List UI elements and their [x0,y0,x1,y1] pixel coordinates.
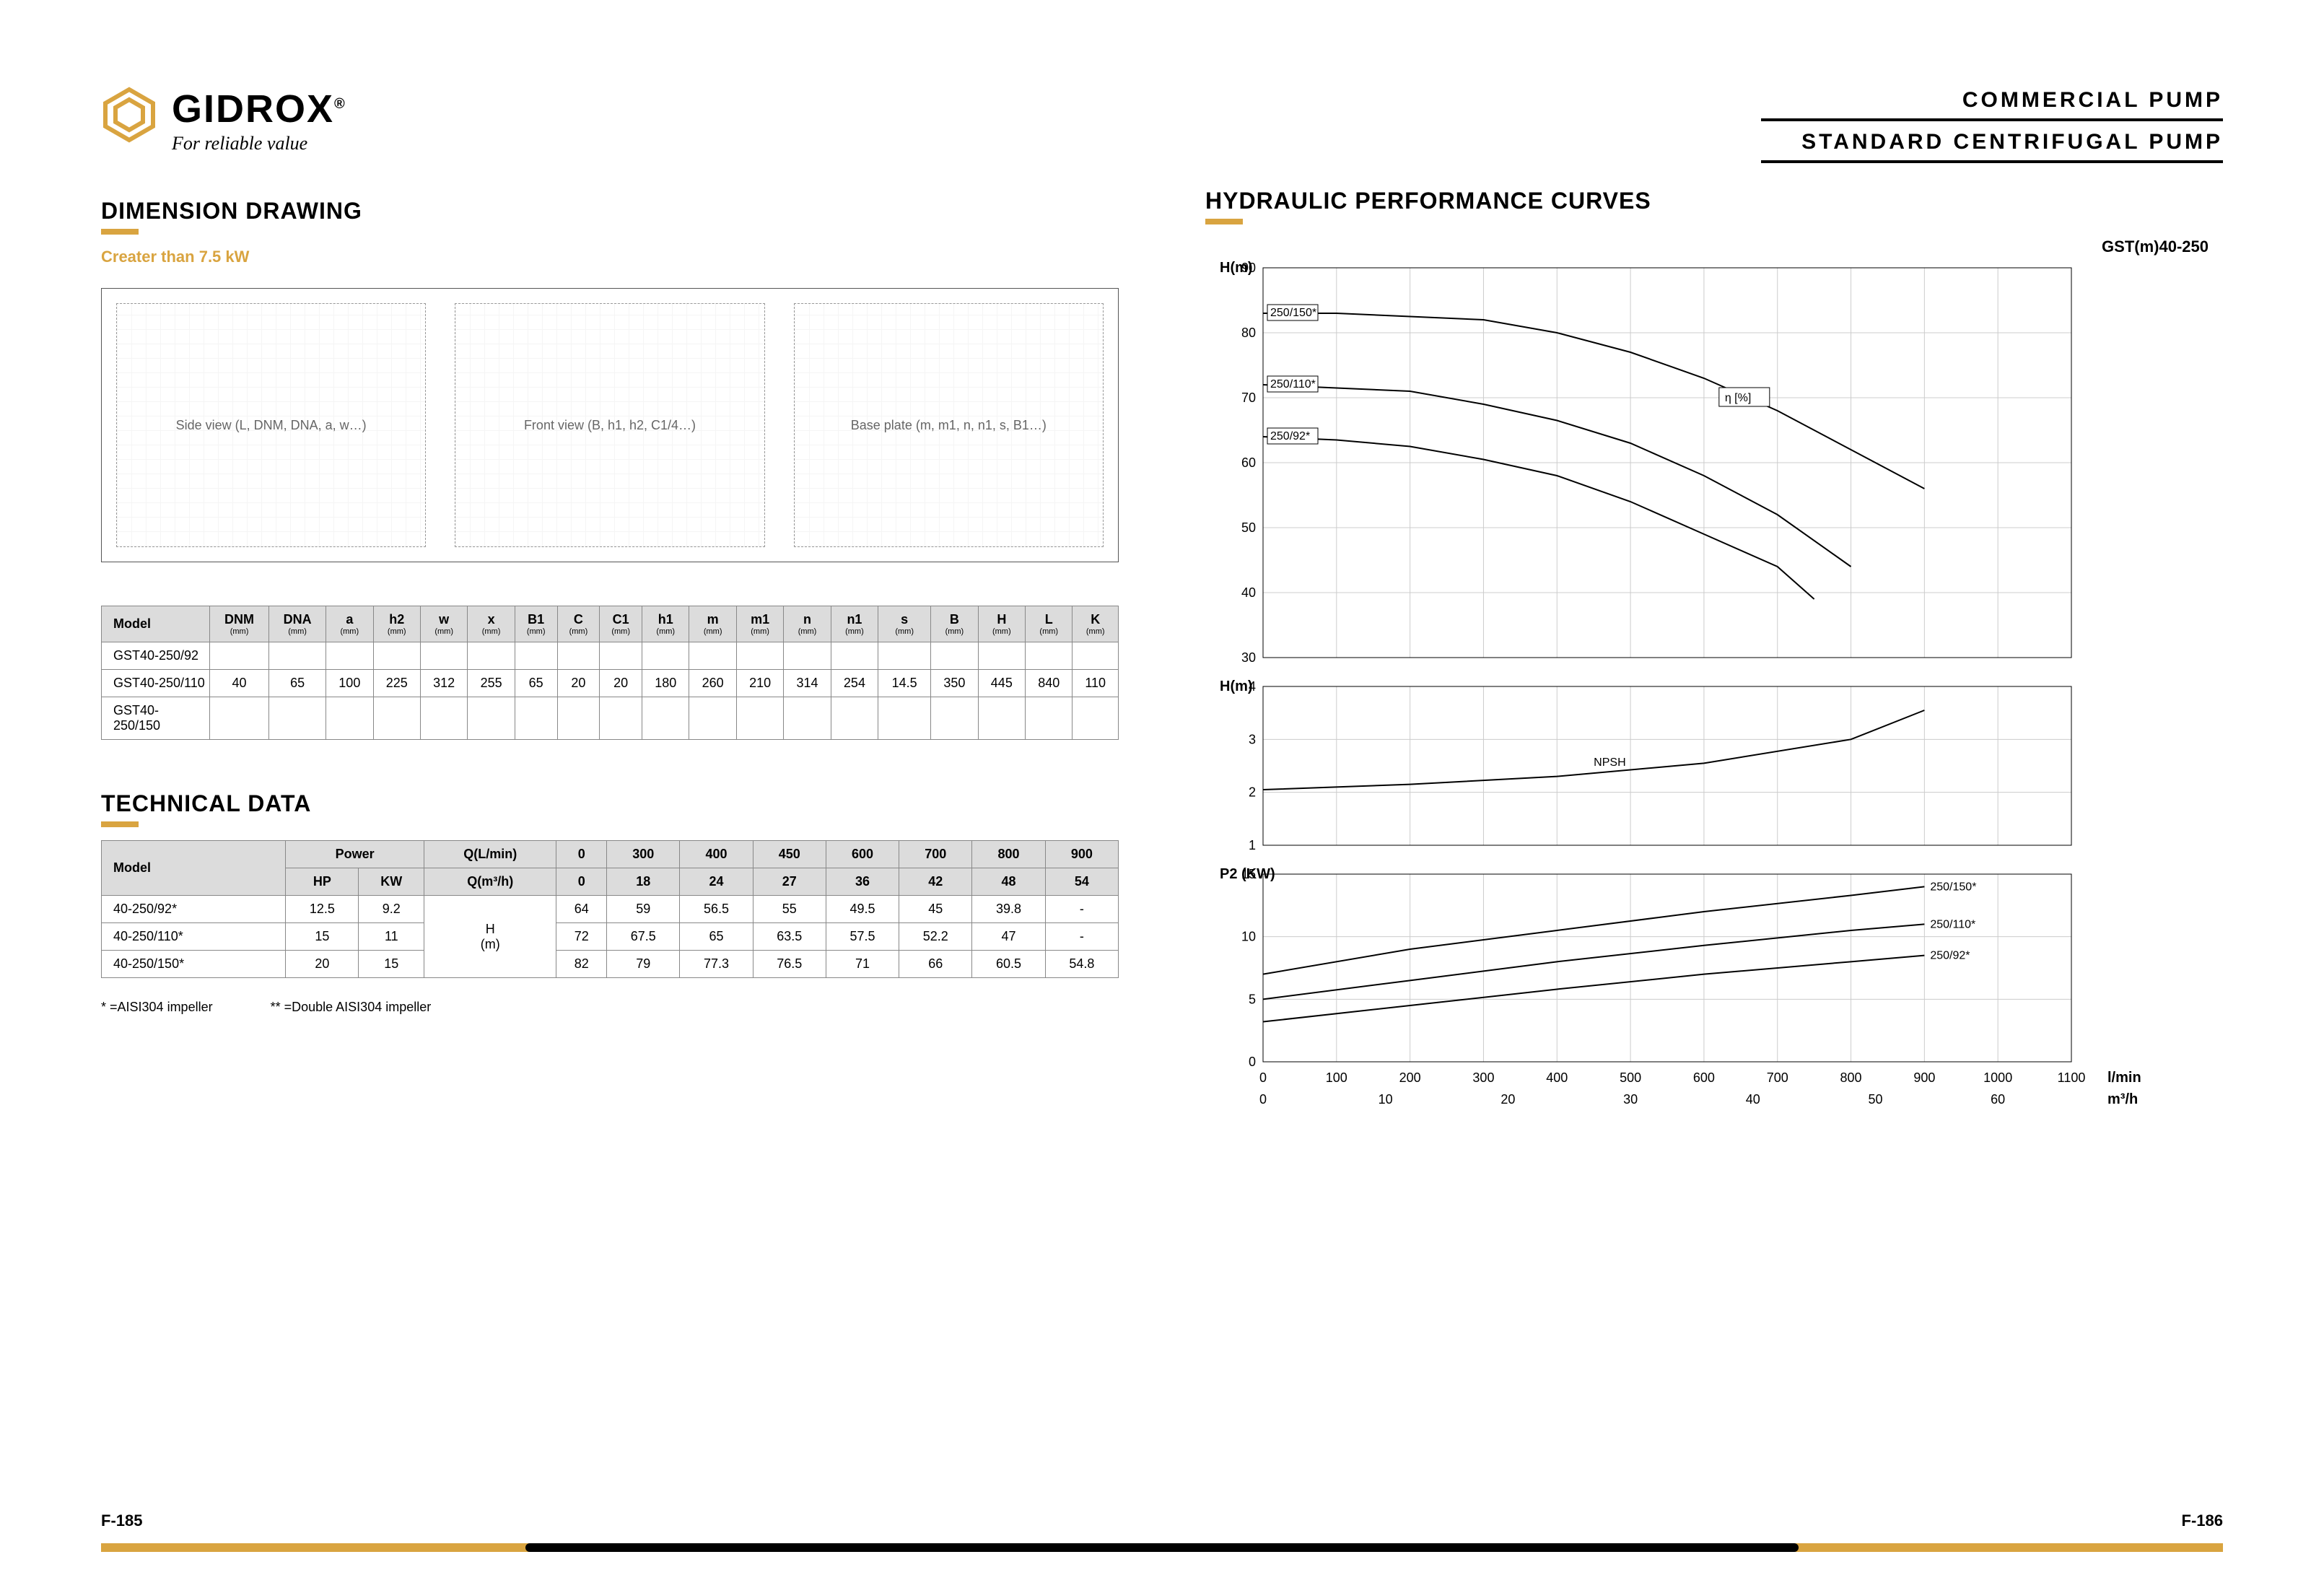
chart-model-tag: GST(m)40-250 [1205,237,2209,256]
footer-bar [101,1543,2223,1552]
curves-heading: HYDRAULIC PERFORMANCE CURVES [1205,188,2223,214]
top-titles: COMMERCIAL PUMP STANDARD CENTRIFUGAL PUM… [1761,79,2223,163]
svg-text:H(m): H(m) [1220,261,1253,276]
svg-text:30: 30 [1623,1092,1638,1107]
svg-text:10: 10 [1379,1092,1393,1107]
svg-text:1000: 1000 [1983,1070,2012,1085]
dimension-table-head: ModelDNM(mm)DNA(mm)a(mm)h2(mm)w(mm)x(mm)… [102,606,1119,642]
svg-text:200: 200 [1399,1070,1421,1085]
drawing-panel-side: Side view (L, DNM, DNA, a, w…) [116,303,426,547]
svg-text:50: 50 [1868,1092,1882,1107]
svg-text:600: 600 [1693,1070,1715,1085]
svg-text:η [%]: η [%] [1725,392,1751,404]
svg-text:900: 900 [1913,1070,1935,1085]
chart-power: 0510150100200300400500600700800900100011… [1205,867,2223,1127]
footnotes: * =AISI304 impeller ** =Double AISI304 i… [101,1000,1119,1015]
dimension-drawing: Side view (L, DNM, DNA, a, w…) Front vie… [101,288,1119,562]
svg-text:20: 20 [1500,1092,1515,1107]
drawing-panel-front: Front view (B, h1, h2, C1/4…) [455,303,764,547]
svg-text:300: 300 [1472,1070,1494,1085]
page-number-right: F-186 [2182,1511,2223,1530]
page-number-left: F-185 [101,1511,142,1530]
svg-text:50: 50 [1241,520,1256,535]
brand-tagline: For reliable value [172,133,346,154]
svg-text:60: 60 [1241,455,1256,470]
svg-text:250/110*: 250/110* [1270,378,1316,391]
chart-head: 30405060708090H(m)250/150*250/110*250/92… [1205,261,2223,665]
svg-text:m³/h: m³/h [2107,1091,2138,1107]
svg-text:0: 0 [1259,1070,1267,1085]
svg-text:250/150*: 250/150* [1930,881,1976,893]
technical-table: ModelPowerQ(L/min)0300400450600700800900… [101,840,1119,978]
logo-icon [101,87,157,143]
left-column: GIDROX® For reliable value DIMENSION DRA… [101,87,1119,1545]
brand-logo: GIDROX® For reliable value [101,87,1119,154]
dimension-subnote: Creater than 7.5 kW [101,248,1119,266]
svg-text:1: 1 [1249,838,1256,852]
technical-heading: TECHNICAL DATA [101,790,1119,817]
svg-text:30: 30 [1241,650,1256,665]
chart-npsh: 1234H(m)NPSH [1205,679,2223,852]
svg-text:2: 2 [1249,785,1256,800]
svg-text:250/92*: 250/92* [1270,430,1310,442]
drawing-panel-base: Base plate (m, m1, n, n1, s, B1…) [794,303,1104,547]
svg-text:400: 400 [1546,1070,1568,1085]
svg-text:800: 800 [1840,1070,1862,1085]
svg-text:80: 80 [1241,326,1256,340]
footnote-2: ** =Double AISI304 impeller [271,1000,432,1015]
svg-text:H(m): H(m) [1220,679,1253,694]
svg-text:l/min: l/min [2107,1070,2141,1086]
svg-text:1100: 1100 [2058,1070,2086,1085]
svg-text:700: 700 [1767,1070,1788,1085]
svg-text:NPSH: NPSH [1594,756,1625,769]
svg-text:250/92*: 250/92* [1930,950,1970,962]
svg-text:60: 60 [1991,1092,2005,1107]
technical-table-head: ModelPowerQ(L/min)0300400450600700800900… [102,841,1119,896]
footnote-1: * =AISI304 impeller [101,1000,213,1015]
svg-text:40: 40 [1746,1092,1760,1107]
brand-name: GIDROX® [172,87,346,131]
page-subcategory: STANDARD CENTRIFUGAL PUMP [1761,130,2223,163]
svg-text:500: 500 [1620,1070,1641,1085]
heading-underline [1205,219,1243,224]
svg-text:3: 3 [1249,732,1256,746]
svg-text:40: 40 [1241,585,1256,600]
dimension-table: ModelDNM(mm)DNA(mm)a(mm)h2(mm)w(mm)x(mm)… [101,606,1119,740]
svg-text:250/150*: 250/150* [1270,307,1316,319]
svg-text:0: 0 [1259,1092,1267,1107]
svg-text:P2 (KW): P2 (KW) [1220,867,1275,882]
svg-text:100: 100 [1326,1070,1347,1085]
svg-text:250/110*: 250/110* [1930,918,1975,930]
page-category: COMMERCIAL PUMP [1761,88,2223,121]
heading-underline [101,821,139,827]
heading-underline [101,229,139,235]
technical-table-body: 40-250/92*12.59.2H (m)645956.55549.54539… [102,896,1119,978]
right-column: COMMERCIAL PUMP STANDARD CENTRIFUGAL PUM… [1205,87,2223,1545]
svg-text:70: 70 [1241,391,1256,405]
dimension-heading: DIMENSION DRAWING [101,198,1119,224]
svg-text:10: 10 [1241,930,1256,944]
svg-text:5: 5 [1249,992,1256,1006]
svg-text:0: 0 [1249,1055,1256,1069]
dimension-table-body: GST40-250/92GST40-250/110406510022531225… [102,642,1119,740]
